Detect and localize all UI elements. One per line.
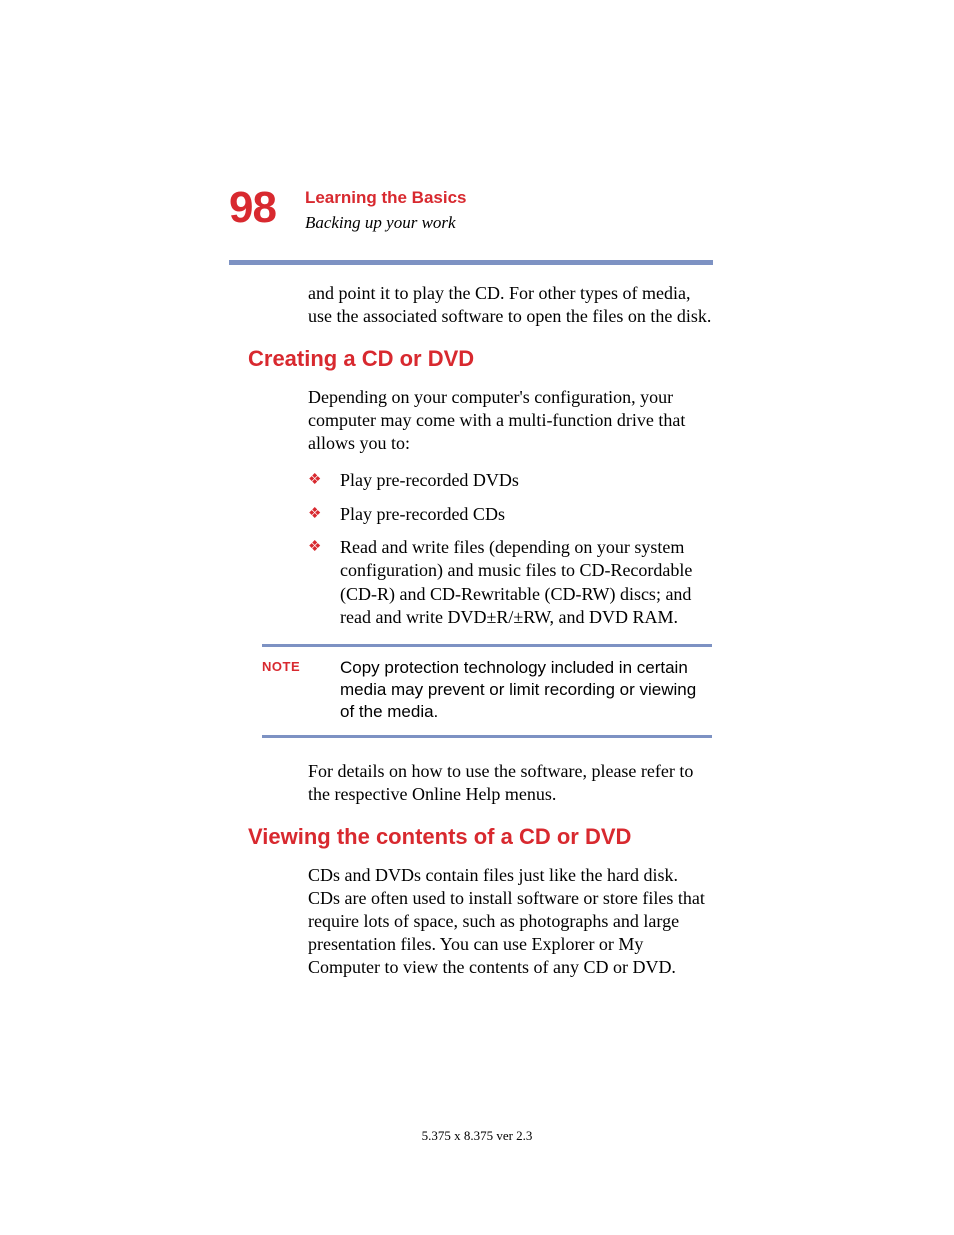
heading-viewing-contents: Viewing the contents of a CD or DVD [248,824,714,850]
list-item: ❖ Read and write files (depending on you… [308,536,714,630]
section1-intro-paragraph: Depending on your computer's configurati… [308,386,714,455]
note-block: NOTE Copy protection technology included… [248,644,714,738]
header-text-block: Learning the Basics Backing up your work [305,188,467,233]
section-subtitle: Backing up your work [305,213,467,233]
note-row: NOTE Copy protection technology included… [248,647,698,735]
diamond-bullet-icon: ❖ [308,505,321,525]
note-text: Copy protection technology included in c… [340,657,698,723]
heading-creating-cd-dvd: Creating a CD or DVD [248,346,714,372]
diamond-bullet-icon: ❖ [308,471,321,491]
chapter-title: Learning the Basics [305,188,467,208]
section2-paragraph: CDs and DVDs contain files just like the… [308,864,714,979]
note-bottom-rule [262,735,712,738]
list-item-text: Play pre-recorded CDs [340,504,505,524]
body-content: and point it to play the CD. For other t… [248,282,714,997]
section1-bullet-list: ❖ Play pre-recorded DVDs ❖ Play pre-reco… [308,469,714,629]
list-item-text: Play pre-recorded DVDs [340,470,519,490]
page: 98 Learning the Basics Backing up your w… [0,0,954,1235]
header-rule [229,260,713,265]
page-number: 98 [229,186,276,230]
diamond-bullet-icon: ❖ [308,538,321,558]
note-label: NOTE [262,657,340,674]
list-item: ❖ Play pre-recorded CDs [308,503,714,526]
section1-closing-paragraph: For details on how to use the software, … [308,760,714,806]
page-footer: 5.375 x 8.375 ver 2.3 [0,1128,954,1144]
page-header: 98 Learning the Basics Backing up your w… [229,186,711,233]
list-item: ❖ Play pre-recorded DVDs [308,469,714,492]
intro-paragraph: and point it to play the CD. For other t… [308,282,714,328]
list-item-text: Read and write files (depending on your … [340,537,692,627]
